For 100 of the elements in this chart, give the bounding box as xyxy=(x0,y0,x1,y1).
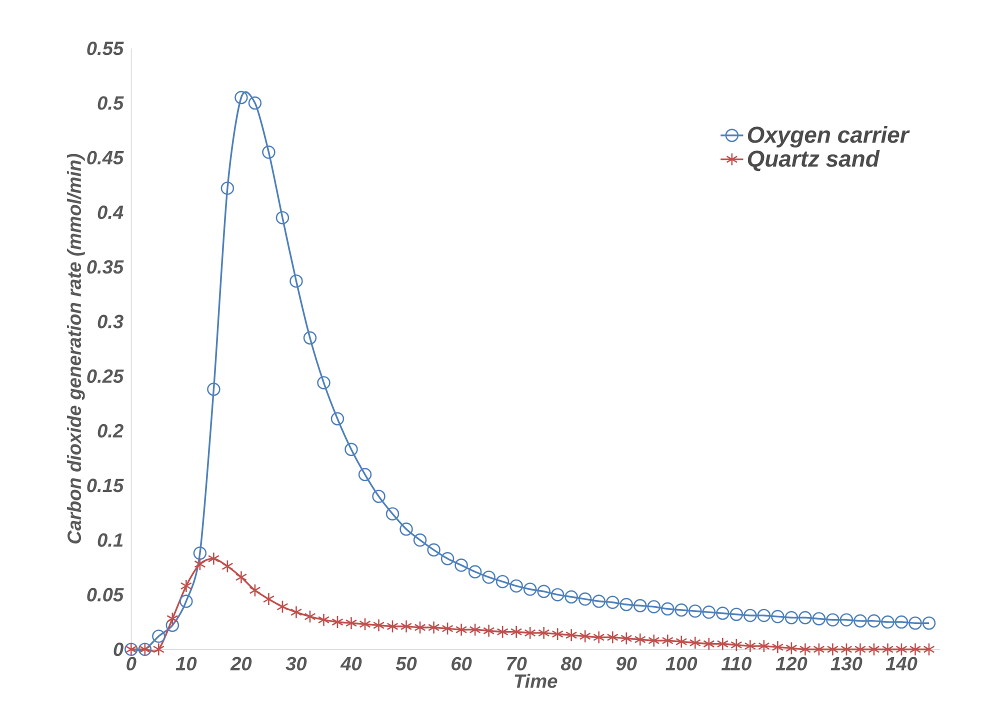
point xyxy=(166,612,178,626)
point xyxy=(386,620,398,634)
point xyxy=(606,630,618,644)
point xyxy=(359,618,371,631)
point xyxy=(882,642,894,656)
point xyxy=(276,211,290,224)
point xyxy=(249,584,261,598)
point xyxy=(358,468,372,482)
point xyxy=(276,600,288,614)
point xyxy=(648,634,660,648)
point xyxy=(454,558,468,572)
x-tick-label: 50 xyxy=(396,656,417,670)
y-tick-label: 0.4 xyxy=(98,206,124,220)
point xyxy=(620,598,634,612)
x-axis-title: Time xyxy=(514,674,558,688)
point xyxy=(290,606,302,619)
point xyxy=(455,623,468,636)
point xyxy=(152,630,166,643)
point xyxy=(826,642,839,656)
point xyxy=(634,632,646,646)
y-tick-label: 0 xyxy=(114,642,124,656)
x-tick-label: 20 xyxy=(230,656,252,670)
point xyxy=(469,623,481,636)
point xyxy=(579,630,591,643)
point xyxy=(400,620,412,634)
point xyxy=(702,606,716,619)
point xyxy=(757,608,771,622)
point xyxy=(647,600,661,614)
point xyxy=(510,579,523,593)
point xyxy=(660,602,674,616)
point xyxy=(427,543,440,557)
y-tick-label: 0.3 xyxy=(98,314,124,328)
point xyxy=(180,579,192,593)
point xyxy=(840,613,854,627)
point xyxy=(786,642,798,655)
y-tick-label: 0.55 xyxy=(87,42,124,56)
point xyxy=(318,613,330,627)
point xyxy=(854,614,867,628)
point xyxy=(303,331,317,345)
point xyxy=(304,610,316,624)
point xyxy=(908,616,922,630)
y-tick-label: 0.5 xyxy=(98,96,124,110)
point xyxy=(688,604,702,618)
point xyxy=(386,507,400,521)
x-tick-label: 80 xyxy=(560,656,582,670)
x-tick-label: 110 xyxy=(721,656,752,670)
x-tick-label: 60 xyxy=(452,656,472,670)
point xyxy=(207,382,220,396)
point xyxy=(372,618,385,632)
point xyxy=(854,642,866,656)
point xyxy=(345,616,358,630)
point xyxy=(868,642,880,656)
x-tick-label: 100 xyxy=(666,656,698,670)
x-tick-label: 70 xyxy=(507,656,527,670)
point xyxy=(442,622,454,636)
point xyxy=(180,594,193,608)
x-tick-label: 30 xyxy=(286,656,307,670)
point xyxy=(208,552,220,566)
point xyxy=(428,620,440,634)
point xyxy=(317,376,330,390)
point xyxy=(758,639,770,653)
point xyxy=(606,596,620,610)
point xyxy=(537,584,550,598)
point xyxy=(799,642,812,656)
point xyxy=(166,618,180,632)
point xyxy=(784,611,798,624)
point xyxy=(538,626,550,640)
point xyxy=(813,642,825,656)
point xyxy=(676,635,688,648)
point xyxy=(552,627,564,641)
point xyxy=(468,565,482,578)
x-tick-label: 90 xyxy=(616,656,637,670)
x-tick-label: 40 xyxy=(340,656,362,670)
legend-label: Oxygen carrier xyxy=(748,126,910,148)
point xyxy=(592,594,606,608)
point xyxy=(193,546,207,560)
point xyxy=(922,616,936,630)
point xyxy=(262,146,276,159)
point xyxy=(440,552,454,566)
point xyxy=(550,588,564,602)
y-tick-label: 0.1 xyxy=(98,533,123,547)
point xyxy=(923,642,935,656)
point xyxy=(482,624,495,638)
point xyxy=(194,558,206,571)
point xyxy=(566,628,578,642)
point xyxy=(332,615,344,629)
point xyxy=(744,608,757,622)
point xyxy=(840,642,852,656)
point xyxy=(248,96,262,110)
x-tick-label: 10 xyxy=(176,656,197,670)
point xyxy=(716,606,730,620)
y-axis-title: Carbon dioxide generation rate (mmol/min) xyxy=(67,154,85,544)
x-tick-label: 130 xyxy=(830,656,862,670)
legend-label: Quartz sand xyxy=(748,150,880,172)
point xyxy=(400,522,413,536)
point xyxy=(826,613,840,627)
point xyxy=(290,274,303,288)
point xyxy=(812,612,826,626)
point xyxy=(510,625,522,639)
point xyxy=(220,182,234,195)
